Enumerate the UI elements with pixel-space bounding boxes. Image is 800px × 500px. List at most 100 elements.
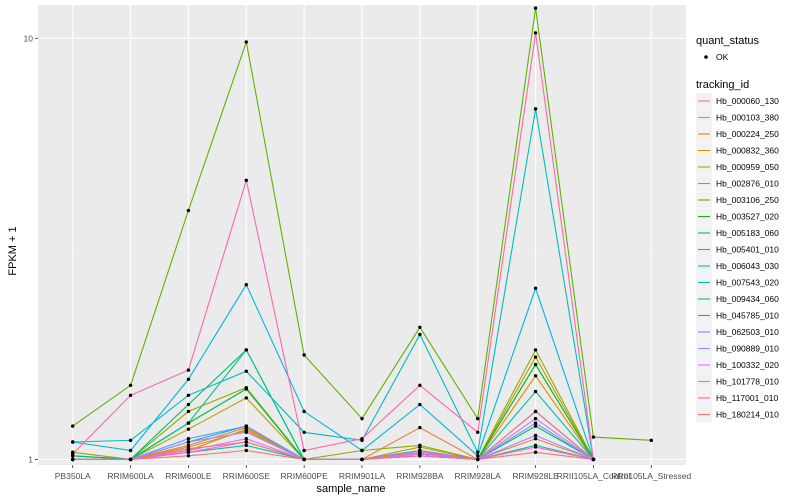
x-tick-label-rrii105la-control: RRII105LA_Control [557, 471, 631, 481]
data-point-hb-090889-010 [186, 440, 191, 444]
data-point-hb-180214-010 [128, 457, 133, 462]
legend-label-hb-000959-050: Hb_000959_050 [716, 162, 779, 172]
data-point-hb-005183-060 [186, 402, 191, 407]
data-point-hb-000103-380 [418, 425, 422, 430]
data-point-hb-100332-020 [533, 416, 538, 421]
series-points [71, 6, 653, 462]
data-point-hb-007543-020 [186, 393, 191, 398]
data-point-hb-062503-010 [533, 421, 538, 425]
data-point-hb-007543-020 [533, 107, 538, 111]
data-point-hb-180214-010 [591, 457, 596, 462]
data-point-hb-007543-020 [244, 369, 248, 373]
data-point-hb-002876-010 [418, 443, 422, 448]
y-tick-label: 1 [28, 454, 33, 464]
legend-label-hb-117001-010: Hb_117001_010 [716, 393, 779, 403]
legend-label-hb-062503-010: Hb_062503_010 [716, 327, 779, 337]
series-line-hb-117001-010 [72, 32, 594, 460]
data-point-hb-062503-010 [244, 424, 248, 428]
data-point-hb-007543-020 [418, 332, 422, 337]
data-point-hb-009434-060 [128, 448, 133, 453]
data-point-hb-101778-010 [418, 454, 422, 458]
data-point-hb-003106-250 [244, 40, 248, 44]
legend-label-hb-180214-010: Hb_180214_010 [716, 410, 779, 420]
data-point-hb-003106-250 [71, 424, 75, 428]
legend-label-hb-045785-010: Hb_045785_010 [716, 311, 779, 321]
legend-label-hb-000832-360: Hb_000832_360 [716, 146, 779, 156]
color-legend-entries: Hb_000060_130 Hb_000103_380 Hb_000224_250 H… [696, 93, 779, 423]
data-point-hb-090889-010 [244, 430, 248, 434]
data-point-hb-000103-380 [533, 437, 538, 441]
data-point-hb-005401-010 [244, 348, 248, 352]
data-point-hb-117001-010 [128, 393, 133, 398]
series-line-hb-002876-010 [72, 348, 594, 461]
data-point-hb-003106-250 [476, 416, 480, 421]
series-line-hb-180214-010 [72, 410, 594, 460]
data-point-hb-003106-250 [360, 416, 364, 421]
data-point-hb-000060-130 [244, 448, 248, 453]
x-tick-label-rrim928la: RRIM928LA [455, 471, 502, 481]
legend-label-hb-007543-020: Hb_007543_020 [716, 278, 779, 288]
data-point-hb-062503-010 [186, 437, 191, 441]
data-point-hb-000959-050 [244, 396, 248, 400]
data-point-hb-180214-010 [186, 447, 191, 451]
data-point-hb-005183-060 [533, 424, 538, 428]
data-point-hb-000060-130 [533, 450, 538, 454]
series-line-hb-009434-060 [72, 283, 594, 460]
data-point-hb-009434-060 [186, 377, 191, 381]
legend-key-point [704, 55, 708, 59]
legend-label-hb-006043-030: Hb_006043_030 [716, 261, 779, 271]
y-axis-title: FPKM + 1 [7, 226, 19, 275]
data-point-hb-003527-020 [244, 387, 248, 391]
data-point-hb-180214-010 [418, 450, 422, 454]
legend-label-hb-000224-250: Hb_000224_250 [716, 129, 779, 139]
data-point-hb-009434-060 [302, 409, 306, 414]
data-point-hb-005401-010 [186, 421, 191, 425]
data-point-hb-007543-020 [128, 438, 133, 443]
y-tick-label: 10 [24, 33, 34, 43]
data-point-hb-000832-360 [244, 427, 248, 431]
legend-label-hb-005401-010: Hb_005401_010 [716, 245, 779, 255]
data-point-hb-117001-010 [302, 448, 306, 453]
data-point-hb-000224-250 [186, 443, 191, 448]
x-tick-label-rrim928le: RRIM928LE [512, 471, 559, 481]
data-point-hb-117001-010 [418, 383, 422, 387]
data-point-hb-003106-250 [418, 325, 422, 329]
legend-label-hb-009434-060: Hb_009434_060 [716, 294, 779, 304]
x-tick-label-rrim928ba: RRIM928BA [396, 471, 444, 481]
data-point-hb-180214-010 [476, 457, 480, 462]
data-point-hb-009434-060 [418, 402, 422, 407]
shape-legend-entries: OK [704, 52, 729, 62]
legend-label-hb-003106-250: Hb_003106_250 [716, 195, 779, 205]
data-point-hb-003106-250 [186, 208, 191, 213]
data-point-hb-101778-010 [533, 445, 538, 449]
data-point-hb-003106-250 [591, 435, 596, 439]
data-point-hb-003106-250 [533, 6, 538, 10]
data-point-hb-007543-020 [302, 430, 306, 434]
data-point-hb-003527-020 [533, 362, 538, 367]
data-point-hb-180214-010 [533, 409, 538, 414]
data-point-hb-000224-250 [533, 374, 538, 378]
legend-title-quant-status: quant_status [696, 35, 759, 47]
x-tick-labels: PB350LA RRIM600LA RRIM600LE RRIM600SE RRIM60… [55, 465, 691, 481]
data-point-hb-117001-010 [71, 452, 75, 456]
data-point-hb-007543-020 [476, 450, 480, 454]
x-tick-label-rrim901la: RRIM901LA [339, 471, 386, 481]
x-tick-label-rrim600la: RRIM600LA [107, 471, 154, 481]
legend: quant_status OK tracking_id Hb_000060_13… [696, 35, 779, 423]
data-point-hb-002876-010 [186, 409, 191, 414]
x-tick-label-rrim600le: RRIM600LE [165, 471, 212, 481]
legend-label-hb-090889-010: Hb_090889_010 [716, 344, 779, 354]
data-point-hb-009434-060 [71, 440, 75, 444]
data-point-hb-180214-010 [302, 457, 306, 462]
y-tick-labels: 1 10 [24, 33, 38, 464]
data-point-hb-117001-010 [533, 31, 538, 35]
data-point-hb-180214-010 [360, 457, 364, 462]
data-point-hb-000959-050 [533, 355, 538, 359]
legend-label-hb-100332-020: Hb_100332_020 [716, 360, 779, 370]
data-point-hb-003106-250 [649, 438, 653, 443]
data-point-hb-117001-010 [476, 430, 480, 434]
data-point-hb-003106-250 [302, 353, 306, 357]
legend-label-hb-002876-010: Hb_002876_010 [716, 179, 779, 189]
x-tick-label-rrim600pe: RRIM600PE [281, 471, 329, 481]
data-point-hb-180214-010 [71, 457, 75, 462]
